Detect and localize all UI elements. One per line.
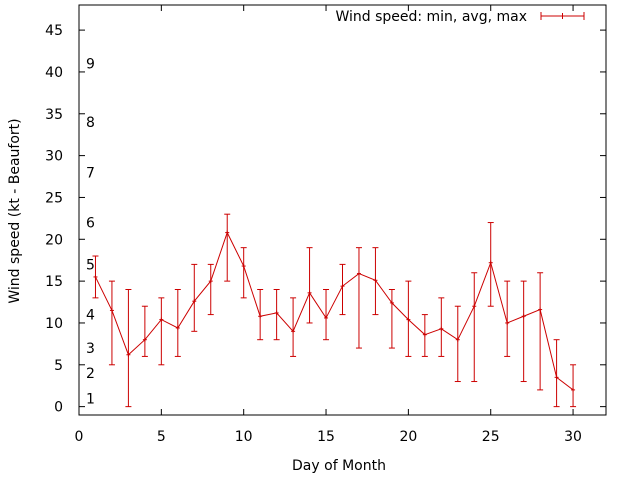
y-tick-label: 20	[45, 232, 63, 248]
x-tick-label: 5	[157, 429, 166, 445]
y-tick-label: 35	[45, 107, 63, 123]
series-layer	[92, 213, 577, 408]
beaufort-label: 7	[86, 165, 95, 181]
y-axis-title: Wind speed (kt - Beaufort)	[7, 118, 23, 303]
x-tick-label: 20	[399, 429, 417, 445]
legend-label: Wind speed: min, avg, max	[335, 9, 527, 25]
x-tick-label: 25	[482, 429, 500, 445]
beaufort-label: 9	[86, 57, 95, 73]
x-tick-label: 10	[235, 429, 253, 445]
y-tick-label: 30	[45, 149, 63, 165]
plot-frame	[78, 4, 607, 416]
legend: Wind speed: min, avg, max	[335, 9, 585, 25]
y-tick-label: 45	[45, 23, 63, 39]
beaufort-label: 1	[86, 391, 95, 407]
beaufort-label: 4	[86, 308, 95, 324]
x-axis-title: Day of Month	[292, 458, 386, 474]
beaufort-label: 8	[86, 115, 95, 131]
y-tick-label: 0	[54, 400, 63, 416]
y-tick-label: 5	[54, 358, 63, 374]
avg-line	[95, 231, 574, 391]
y-tick-label: 10	[45, 316, 63, 332]
beaufort-label: 6	[86, 216, 95, 232]
legend-key	[540, 12, 585, 20]
x-tick-label: 15	[317, 429, 335, 445]
y-tick-label: 40	[45, 65, 63, 81]
beaufort-label: 5	[86, 257, 95, 273]
y-tick-label: 15	[45, 274, 63, 290]
beaufort-labels: 1 2 3 4 5 6 7 8 9	[86, 57, 95, 408]
beaufort-label: 3	[86, 341, 95, 357]
x-axis-ticks: 0 5 10 15 20 25 30	[75, 5, 582, 445]
beaufort-label: 2	[86, 366, 95, 382]
x-tick-label: 0	[75, 429, 84, 445]
x-tick-label: 30	[564, 429, 582, 445]
y-tick-label: 25	[45, 190, 63, 206]
